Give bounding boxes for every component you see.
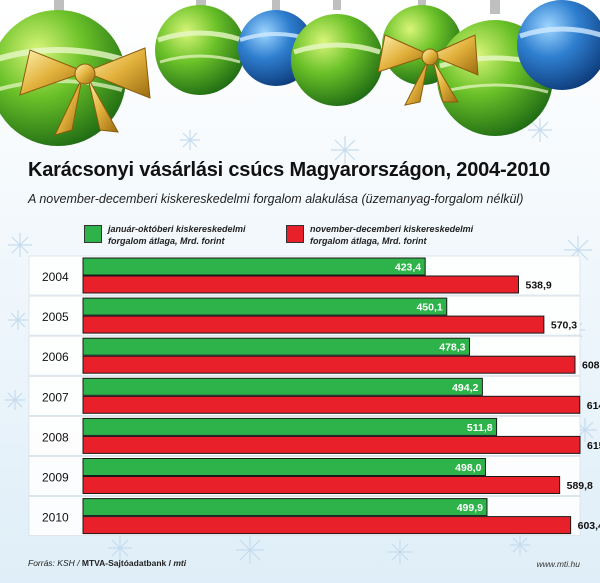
data-label-jan-oct: 498,0 xyxy=(455,462,481,474)
bar-jan-oct xyxy=(82,417,498,436)
data-label-jan-oct: 478,3 xyxy=(439,342,465,354)
data-label-jan-oct: 423,4 xyxy=(395,262,421,274)
year-label: 2010 xyxy=(42,511,69,525)
bar-nov-dec xyxy=(82,435,581,454)
data-label-jan-oct: 499,9 xyxy=(457,502,483,514)
legend-swatch-nov-dec xyxy=(286,225,304,243)
year-label: 2004 xyxy=(42,270,69,284)
bar-nov-dec xyxy=(82,355,576,374)
bar-jan-oct xyxy=(82,257,426,276)
year-label: 2008 xyxy=(42,430,69,444)
bar-nov-dec xyxy=(82,275,520,294)
year-label: 2005 xyxy=(42,310,69,324)
bar-nov-dec xyxy=(82,315,545,334)
bar-jan-oct xyxy=(82,377,483,396)
data-label-nov-dec: 589,8 xyxy=(567,480,593,492)
data-label-jan-oct: 511,8 xyxy=(467,422,493,434)
data-label-jan-oct: 494,2 xyxy=(452,382,478,394)
year-label: 2006 xyxy=(42,350,69,364)
legend-swatch-jan-oct xyxy=(84,225,102,243)
bar-nov-dec xyxy=(82,395,581,414)
data-label-nov-dec: 538,9 xyxy=(526,280,552,292)
source-credit: Forrás: KSH / MTVA-Sajtóadatbank / mti xyxy=(28,558,187,568)
ornament-balls xyxy=(0,0,600,146)
bar-nov-dec xyxy=(82,476,561,494)
data-label-nov-dec: 608,8 xyxy=(582,360,600,372)
gold-bow-icon xyxy=(377,34,479,106)
year-label: 2009 xyxy=(42,471,69,485)
chart-title: Karácsonyi vásárlási csúcs Magyarországo… xyxy=(28,159,551,181)
year-label: 2007 xyxy=(42,390,69,404)
chart-subtitle: A november-decemberi kiskereskedelmi for… xyxy=(28,192,524,206)
bar-jan-oct xyxy=(82,498,488,517)
data-label-nov-dec: 614,7 xyxy=(587,400,600,412)
bar-nov-dec xyxy=(82,516,572,535)
snowflake-pattern xyxy=(5,118,597,564)
data-label-jan-oct: 450,1 xyxy=(416,302,442,314)
website-url: www.mti.hu xyxy=(536,559,580,569)
bar-jan-oct xyxy=(82,337,471,356)
gold-bow-icon xyxy=(19,47,151,136)
bar-jan-oct xyxy=(82,297,448,316)
bar-jan-oct xyxy=(82,458,486,476)
legend-label-jan-oct: január-októberi kiskereskedelmi forgalom… xyxy=(108,224,246,246)
data-label-nov-dec: 570,3 xyxy=(551,320,577,332)
legend-label-nov-dec: november-decemberi kiskereskedelmi forga… xyxy=(310,224,474,246)
data-label-nov-dec: 603,4 xyxy=(578,520,600,532)
data-label-nov-dec: 615,0 xyxy=(587,440,600,452)
